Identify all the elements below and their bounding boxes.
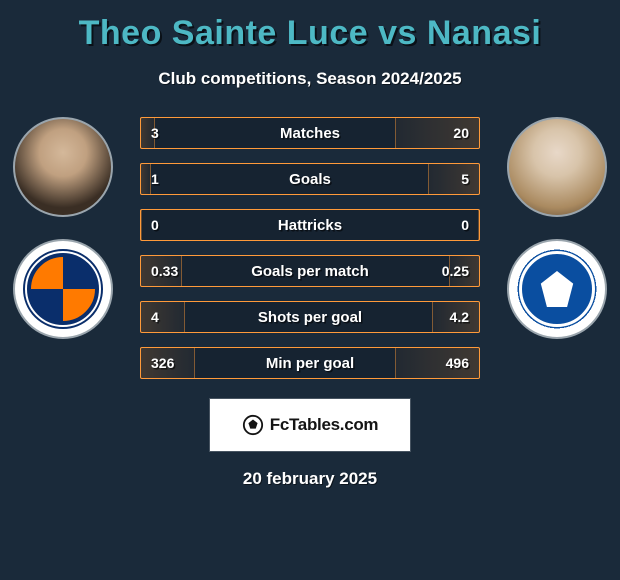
stat-bar-right — [449, 256, 479, 286]
stat-value-right: 0 — [451, 210, 479, 240]
stat-bar-right — [432, 302, 479, 332]
stat-row: 326496Min per goal — [140, 347, 480, 379]
club-logo-left — [13, 239, 113, 339]
stat-bar-left — [141, 210, 142, 240]
stat-bar-left — [141, 256, 182, 286]
stat-row: 0.330.25Goals per match — [140, 255, 480, 287]
soccer-ball-icon — [242, 414, 264, 436]
stat-row: 44.2Shots per goal — [140, 301, 480, 333]
stat-label: Hattricks — [141, 210, 479, 240]
stat-bar-right — [395, 348, 480, 378]
page-subtitle: Club competitions, Season 2024/2025 — [0, 69, 620, 89]
brand-text: FcTables.com — [270, 415, 379, 435]
snapshot-date: 20 february 2025 — [0, 469, 620, 489]
comparison-card: Theo Sainte Luce vs Nanasi Club competit… — [0, 0, 620, 489]
stat-row: 0 0Hattricks — [140, 209, 480, 241]
stat-label: Shots per goal — [141, 302, 479, 332]
right-player-column — [502, 117, 612, 339]
stat-bar-left — [141, 118, 155, 148]
player-avatar-right — [507, 117, 607, 217]
stat-bar-left — [141, 302, 185, 332]
stat-value-left: 0 — [141, 210, 169, 240]
page-title: Theo Sainte Luce vs Nanasi — [0, 14, 620, 53]
stat-bar-right — [478, 210, 479, 240]
stats-table: 320Matches 15Goals 0 0Hattricks 0.330.25Goal… — [140, 117, 480, 379]
club-logo-right — [507, 239, 607, 339]
stat-label: Goals per match — [141, 256, 479, 286]
brand-watermark: FcTables.com — [210, 399, 410, 451]
stat-bar-right — [395, 118, 480, 148]
stat-bar-left — [141, 348, 195, 378]
stat-row: 320Matches — [140, 117, 480, 149]
left-player-column — [8, 117, 118, 339]
player-avatar-left — [13, 117, 113, 217]
stat-bar-right — [428, 164, 479, 194]
stat-row: 15Goals — [140, 163, 480, 195]
main-area: 320Matches 15Goals 0 0Hattricks 0.330.25Goal… — [0, 117, 620, 489]
stat-bar-left — [141, 164, 151, 194]
